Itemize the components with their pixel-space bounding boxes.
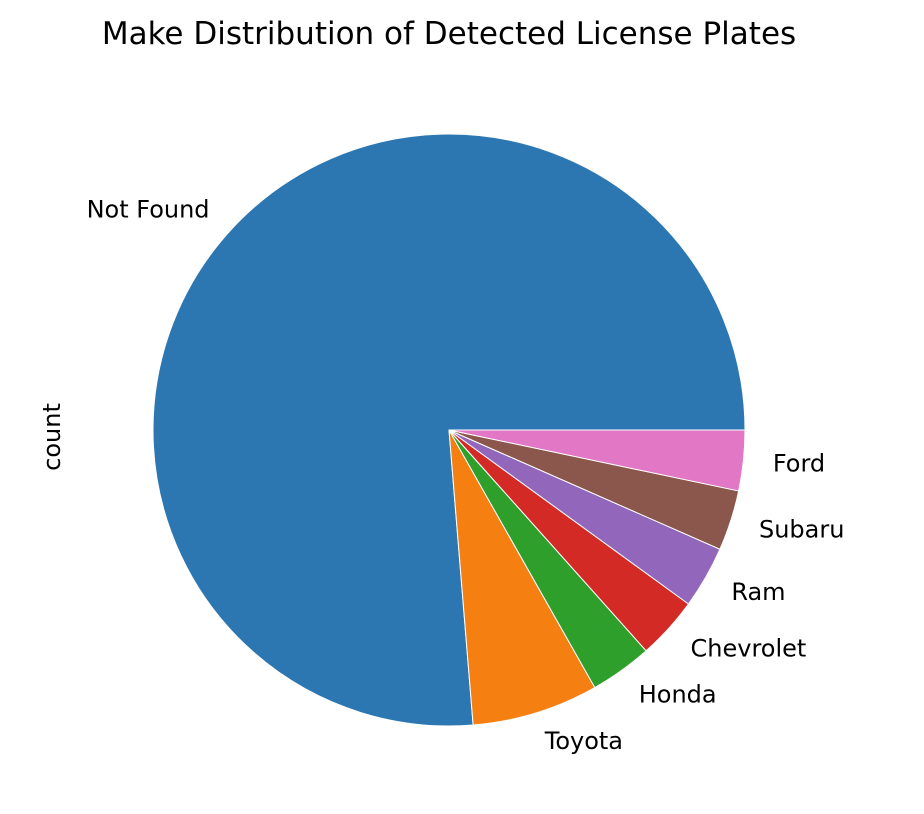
pie-slice-ford	[448, 429, 746, 492]
pie-label-subaru: Subaru	[759, 516, 844, 544]
chart-title: Make Distribution of Detected License Pl…	[102, 16, 796, 52]
pie-slice-toyota	[448, 429, 596, 726]
pie-label-ram: Ram	[731, 578, 785, 606]
pie-label-honda: Honda	[639, 681, 717, 709]
pie-labels: Not Found Toyota Honda Chevrolet Ram Subaru Fo…	[87, 195, 845, 755]
pie-slice-not-found	[152, 133, 746, 727]
pie-label-toyota: Toyota	[544, 727, 623, 755]
y-axis-label: count	[38, 403, 66, 471]
pie-label-chevrolet: Chevrolet	[691, 634, 807, 662]
pie-label-ford: Ford	[773, 450, 825, 478]
pie-label-not-found: Not Found	[87, 195, 210, 223]
pie-slices	[152, 133, 746, 727]
